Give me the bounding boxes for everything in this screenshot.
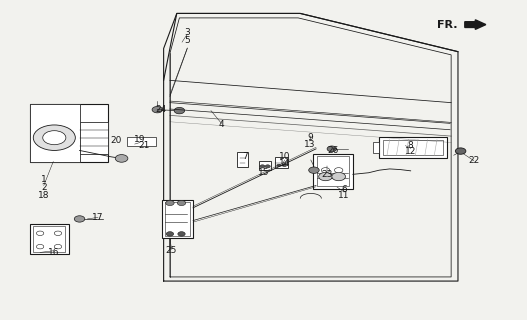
Circle shape [36, 231, 44, 236]
Bar [30, 224, 69, 254]
Circle shape [309, 167, 319, 173]
Bar [164, 202, 190, 236]
Text: 4: 4 [219, 120, 225, 130]
Text: 9: 9 [307, 133, 313, 142]
Text: 24: 24 [155, 105, 167, 114]
Bar [383, 140, 443, 155]
Text: FR.: FR. [437, 20, 458, 29]
Bar [30, 104, 80, 162]
Bar [275, 157, 288, 168]
Circle shape [43, 131, 66, 145]
Bar [373, 142, 379, 153]
Circle shape [327, 146, 337, 152]
Text: 16: 16 [47, 248, 59, 257]
Circle shape [265, 165, 270, 168]
Text: 15: 15 [258, 168, 269, 177]
Circle shape [260, 165, 265, 168]
Circle shape [33, 125, 75, 150]
Bar [237, 152, 248, 167]
Bar [259, 161, 271, 170]
Text: 19: 19 [134, 135, 146, 144]
Circle shape [166, 232, 173, 236]
Circle shape [165, 200, 174, 205]
Circle shape [152, 107, 163, 113]
Circle shape [54, 244, 62, 249]
Circle shape [319, 172, 333, 181]
Text: 13: 13 [304, 140, 316, 148]
Text: 21: 21 [138, 141, 149, 150]
Circle shape [115, 155, 128, 162]
Text: 14: 14 [279, 159, 290, 168]
Bar [33, 226, 65, 252]
Circle shape [277, 164, 281, 167]
Circle shape [332, 172, 346, 181]
Text: 12: 12 [405, 147, 416, 156]
Text: 8: 8 [408, 141, 414, 150]
Text: 23: 23 [321, 170, 332, 179]
Circle shape [335, 168, 343, 173]
Text: 6: 6 [341, 185, 347, 194]
Text: 22: 22 [468, 156, 480, 165]
Bar [379, 137, 447, 158]
Text: 3: 3 [184, 28, 190, 37]
Bar [127, 137, 156, 146]
Text: 5: 5 [184, 36, 190, 45]
Circle shape [177, 200, 186, 205]
Text: 26: 26 [327, 146, 338, 155]
Text: 2: 2 [41, 183, 46, 192]
Circle shape [455, 148, 466, 154]
Text: 25: 25 [166, 246, 177, 255]
Text: 7: 7 [242, 152, 248, 161]
Circle shape [174, 108, 184, 114]
Circle shape [74, 216, 85, 222]
Text: 11: 11 [338, 191, 350, 200]
Circle shape [321, 168, 330, 173]
Bar [80, 122, 109, 154]
Text: 17: 17 [92, 213, 104, 222]
FancyArrow shape [465, 20, 486, 29]
Bar [314, 154, 353, 189]
Bar [162, 200, 193, 238]
Text: 1: 1 [41, 175, 47, 184]
Circle shape [54, 231, 62, 236]
Circle shape [178, 232, 185, 236]
Text: 18: 18 [38, 190, 50, 200]
Text: 10: 10 [279, 152, 290, 161]
Text: 20: 20 [111, 136, 122, 145]
Bar [317, 156, 349, 187]
Circle shape [36, 244, 44, 249]
Circle shape [282, 164, 287, 167]
Bar [30, 104, 109, 162]
